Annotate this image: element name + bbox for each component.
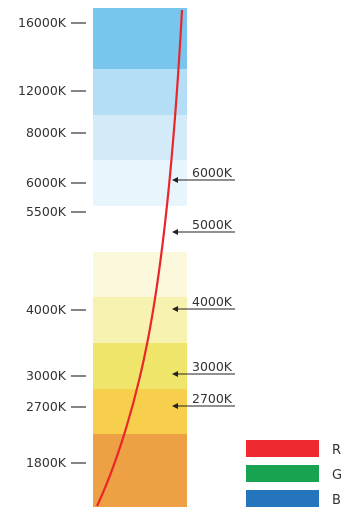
band-3000k [93, 343, 187, 389]
temperature-curve [96, 9, 184, 507]
pointer-label-4000k: 4000K [192, 294, 233, 309]
band-5500k [93, 206, 187, 252]
scale-label-5500k: 5500K [26, 204, 67, 219]
scale-label-3000k: 3000K [26, 368, 67, 383]
scale-label-4000k: 4000K [26, 302, 67, 317]
arrow-left-icon [172, 177, 178, 183]
scale-label-12000k: 12000K [18, 83, 67, 98]
arrow-left-icon [172, 403, 178, 409]
pointer-labels: 6000K 5000K 4000K 3000K 2700K [172, 165, 235, 409]
legend: R G B [246, 440, 342, 508]
band-16000k [93, 8, 187, 69]
pointer-label-3000k: 3000K [192, 359, 233, 374]
band-2700k [93, 389, 187, 434]
legend-swatch-r [246, 440, 319, 457]
scale-label-2700k: 2700K [26, 399, 67, 414]
legend-label-b: B [332, 493, 341, 508]
pointer-label-5000k: 5000K [192, 217, 233, 232]
arrow-left-icon [172, 371, 178, 377]
band-4000k [93, 297, 187, 343]
band-1800k [93, 434, 187, 507]
arrow-left-icon [172, 306, 178, 312]
arrow-left-icon [172, 229, 178, 235]
scale-label-16000k: 16000K [18, 15, 67, 30]
legend-label-g: G [332, 468, 342, 483]
band-5000k [93, 252, 187, 297]
band-12000k [93, 69, 187, 115]
scale-label-1800k: 1800K [26, 455, 67, 470]
band-6000k [93, 160, 187, 206]
legend-label-r: R [332, 443, 341, 458]
temperature-scale: 16000K 12000K 8000K 6000K 5500K 4000K 30… [18, 15, 86, 470]
legend-swatch-b [246, 490, 319, 507]
legend-swatch-g [246, 465, 319, 482]
scale-label-6000k: 6000K [26, 175, 67, 190]
temperature-column [93, 8, 187, 507]
pointer-label-2700k: 2700K [192, 391, 233, 406]
scale-label-8000k: 8000K [26, 125, 67, 140]
pointer-label-6000k: 6000K [192, 165, 233, 180]
